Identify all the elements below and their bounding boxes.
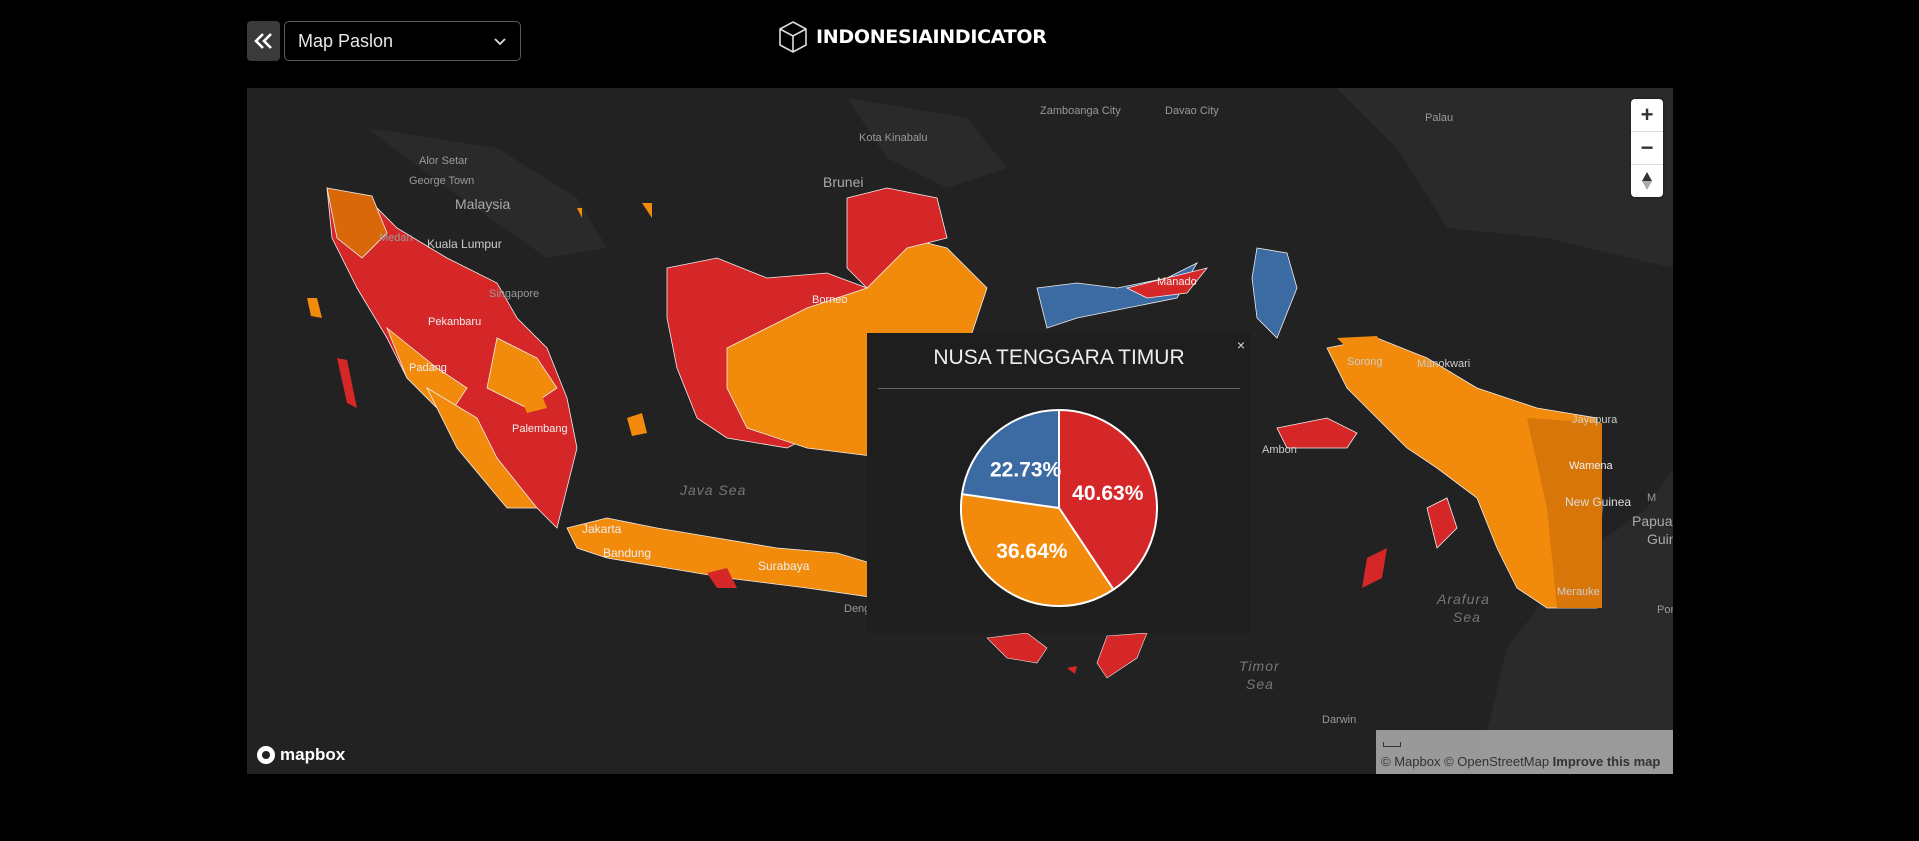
map-label: Palau: [1425, 112, 1454, 124]
map-label: Kuala Lumpur: [427, 237, 502, 251]
attribution-improve[interactable]: Improve this map: [1552, 754, 1661, 769]
mapbox-icon: [257, 746, 275, 764]
map-controls: + −: [1631, 99, 1663, 197]
map-label: New Guinea: [1565, 495, 1632, 509]
pie-slice-label: 40.63%: [1072, 482, 1144, 505]
map-label: Java Sea: [680, 482, 747, 498]
map-label: Por: [1657, 604, 1673, 616]
map-label: Papua: [1632, 513, 1673, 529]
zoom-in-button[interactable]: +: [1631, 99, 1663, 132]
compass-icon: [1642, 172, 1652, 190]
map-label: Wamena: [1569, 460, 1613, 472]
map-label: M: [1647, 492, 1657, 504]
map-label: Kota Kinabalu: [859, 132, 928, 144]
map-label: Guin: [1647, 531, 1673, 547]
map-label: Malaysia: [455, 196, 511, 212]
zoom-out-button[interactable]: −: [1631, 132, 1663, 165]
map-label: Sorong: [1347, 356, 1383, 368]
cube-icon: [779, 21, 807, 53]
map-label: George Town: [409, 175, 475, 187]
map-type-select[interactable]: Map Paslon: [284, 21, 521, 61]
map-label: Davao City: [1165, 105, 1219, 117]
map-label: Surabaya: [758, 559, 810, 573]
region-popup: × NUSA TENGGARA TIMUR 40.63% 36.64% 22.73%: [867, 333, 1251, 633]
map-attribution: © Mapbox © OpenStreetMap Improve this ma…: [1376, 730, 1673, 774]
map-label: Pekanbaru: [428, 316, 482, 328]
map-label: Brunei: [823, 174, 864, 190]
map-regions: [307, 88, 1673, 774]
map-label: Arafura: [1437, 591, 1490, 607]
popup-title: NUSA TENGGARA TIMUR: [933, 346, 1185, 369]
map-label: Sea: [1453, 609, 1481, 625]
map-label: Sea: [1246, 676, 1274, 692]
map-canvas[interactable]: Zamboanga City Davao City Palau Kota Kin…: [247, 88, 1673, 774]
map-label: Timor: [1239, 658, 1280, 674]
map-label: Medan: [379, 232, 413, 244]
map-label: Manado: [1157, 276, 1197, 288]
pie-slice[interactable]: [960, 492, 1115, 607]
compass-button[interactable]: [1631, 165, 1663, 197]
scale-bar: [1383, 742, 1401, 747]
pie-chart: 40.63% 36.64% 22.73%: [960, 408, 1158, 607]
map-label: Merauke: [1557, 586, 1600, 598]
map-label: Borneo: [812, 294, 848, 306]
map-label: Jakarta: [582, 522, 622, 536]
map-label: Singapore: [489, 288, 540, 300]
map-label: Padang: [409, 362, 447, 374]
popup-divider: [878, 388, 1240, 389]
popup-close-button[interactable]: ×: [1236, 337, 1245, 353]
pie-slice-label: 22.73%: [990, 458, 1062, 481]
pie-slice-label: 36.64%: [996, 540, 1068, 563]
map-label: Palembang: [512, 423, 568, 435]
map-label: Deng: [844, 603, 871, 615]
map-type-select-value: Map Paslon: [298, 30, 394, 51]
site-logo[interactable]: INDONESIAINDICATOR: [778, 19, 1047, 55]
map-label: Jayapura: [1572, 414, 1618, 426]
chevron-down-icon: [494, 38, 506, 46]
mapbox-logo[interactable]: mapbox: [256, 745, 345, 765]
attribution-mapbox[interactable]: © Mapbox: [1381, 754, 1441, 769]
logo-text: INDONESIAINDICATOR: [816, 26, 1047, 48]
map-label: Ambon: [1262, 444, 1297, 456]
double-chevron-left-icon: [253, 33, 272, 49]
map-label: Alor Setar: [419, 155, 468, 167]
back-button[interactable]: [247, 21, 280, 61]
pie-slice[interactable]: [960, 408, 1060, 510]
mapbox-logo-text: mapbox: [280, 745, 346, 764]
map-label: Darwin: [1322, 714, 1357, 726]
attribution-osm[interactable]: © OpenStreetMap: [1444, 754, 1550, 769]
map-label: Manokwari: [1417, 358, 1471, 370]
map-label: Bandung: [603, 546, 652, 560]
map-label: Zamboanga City: [1040, 105, 1121, 117]
